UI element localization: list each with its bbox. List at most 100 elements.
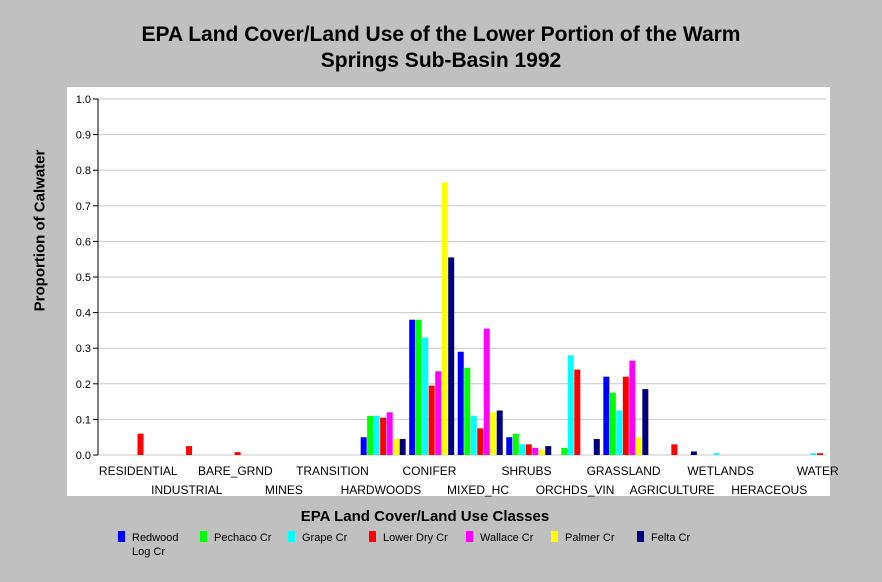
legend-item: Redwood Log Cr	[118, 531, 192, 559]
bar	[603, 376, 610, 455]
bar	[512, 433, 519, 455]
bar	[234, 452, 241, 455]
y-tick-label: 0.7	[76, 201, 91, 213]
legend-item: Wallace Cr	[466, 531, 533, 545]
legend-item: Palmer Cr	[551, 531, 615, 545]
bar	[470, 415, 477, 455]
x-tick-label: INDUSTRIAL	[151, 483, 223, 497]
legend-item: Felta Cr	[637, 531, 690, 545]
bar	[483, 328, 490, 455]
bar	[373, 415, 380, 455]
bar	[532, 447, 539, 455]
legend-swatch	[288, 531, 295, 542]
bar	[393, 438, 400, 455]
x-tick-label: BARE_GRND	[198, 464, 273, 478]
bar	[593, 438, 600, 455]
bar	[448, 257, 455, 455]
legend-label: Lower Dry Cr	[383, 532, 448, 544]
legend-swatch	[637, 531, 644, 542]
x-tick-label: TRANSITION	[296, 464, 369, 478]
bar	[380, 417, 387, 455]
legend-label: Pechaco Cr	[214, 532, 272, 544]
bar	[490, 412, 497, 455]
bar	[415, 319, 422, 455]
bar	[367, 415, 374, 455]
x-tick-label: RESIDENTIAL	[99, 464, 178, 478]
bar	[609, 392, 616, 455]
legend-item: Pechaco Cr	[200, 531, 271, 545]
y-tick-label: 0.1	[76, 414, 91, 426]
bar	[545, 446, 552, 455]
y-tick-label: 0.2	[76, 379, 91, 391]
legend-label: Redwood Log Cr	[132, 532, 179, 558]
y-tick-label: 0.8	[76, 165, 91, 177]
bar	[816, 453, 823, 455]
bar	[629, 360, 636, 455]
legend-item: Lower Dry Cr	[369, 531, 448, 545]
x-tick-label: SHRUBS	[502, 464, 552, 478]
y-tick-label: 0.0	[76, 450, 91, 462]
x-tick-label: CONIFER	[402, 464, 456, 478]
bar	[642, 389, 649, 455]
legend-swatch	[200, 531, 207, 542]
x-tick-label: ORCHDS_VIN	[536, 483, 615, 497]
legend-swatch	[369, 531, 376, 542]
bar	[635, 437, 642, 455]
bar	[457, 351, 464, 455]
bar	[477, 428, 484, 455]
bar	[137, 433, 144, 455]
x-tick-label: AGRICULTURE	[630, 483, 715, 497]
legend-label: Palmer Cr	[565, 532, 615, 544]
x-tick-label: MINES	[265, 483, 303, 497]
y-tick-label: 0.6	[76, 236, 91, 248]
bar	[422, 337, 429, 455]
bar	[441, 182, 448, 455]
x-tick-label: MIXED_HC	[447, 483, 509, 497]
bar	[409, 319, 416, 455]
bar	[519, 444, 526, 455]
x-tick-label: HERACEOUS	[731, 483, 807, 497]
x-axis-label: EPA Land Cover/Land Use Classes	[300, 508, 550, 525]
x-tick-label: HARDWOODS	[341, 483, 422, 497]
y-tick-label: 0.4	[76, 308, 91, 320]
bar	[561, 447, 568, 455]
bar	[360, 437, 367, 455]
bar	[506, 437, 513, 455]
bar	[690, 451, 697, 455]
bar	[496, 410, 503, 455]
legend-label: Wallace Cr	[480, 532, 534, 544]
bar	[399, 438, 406, 455]
legend-swatch	[466, 531, 473, 542]
chart-title-line-2: Springs Sub-Basin 1992	[320, 49, 562, 72]
bar	[713, 453, 720, 455]
bar	[616, 410, 623, 455]
bar	[671, 444, 678, 455]
bar	[538, 449, 545, 455]
y-tick-label: 1.0	[76, 94, 91, 106]
bar	[567, 355, 574, 455]
bar	[622, 376, 629, 455]
bar	[810, 453, 817, 455]
x-tick-label: WATER	[797, 464, 839, 478]
chart-title-line-1: EPA Land Cover/Land Use of the Lower Por…	[141, 23, 741, 46]
bar	[428, 385, 435, 455]
legend-label: Grape Cr	[302, 532, 348, 544]
chart-title: EPA Land Cover/Land Use of the Lower Por…	[0, 22, 882, 74]
bar	[435, 371, 442, 455]
y-tick-label: 0.9	[76, 130, 91, 142]
y-tick-label: 0.5	[76, 272, 91, 284]
bar	[525, 444, 532, 455]
bar	[186, 446, 193, 455]
legend-label: Felta Cr	[651, 532, 691, 544]
x-tick-label: WETLANDS	[687, 464, 754, 478]
bar	[574, 369, 581, 455]
legend-item: Grape Cr	[288, 531, 347, 545]
legend-swatch	[551, 531, 558, 542]
bar	[386, 412, 393, 455]
y-tick-label: 0.3	[76, 343, 91, 355]
legend-swatch	[118, 531, 125, 542]
bar	[464, 367, 471, 455]
y-axis-label: Proportion of Calwater	[31, 149, 49, 312]
x-tick-label: GRASSLAND	[587, 464, 661, 478]
